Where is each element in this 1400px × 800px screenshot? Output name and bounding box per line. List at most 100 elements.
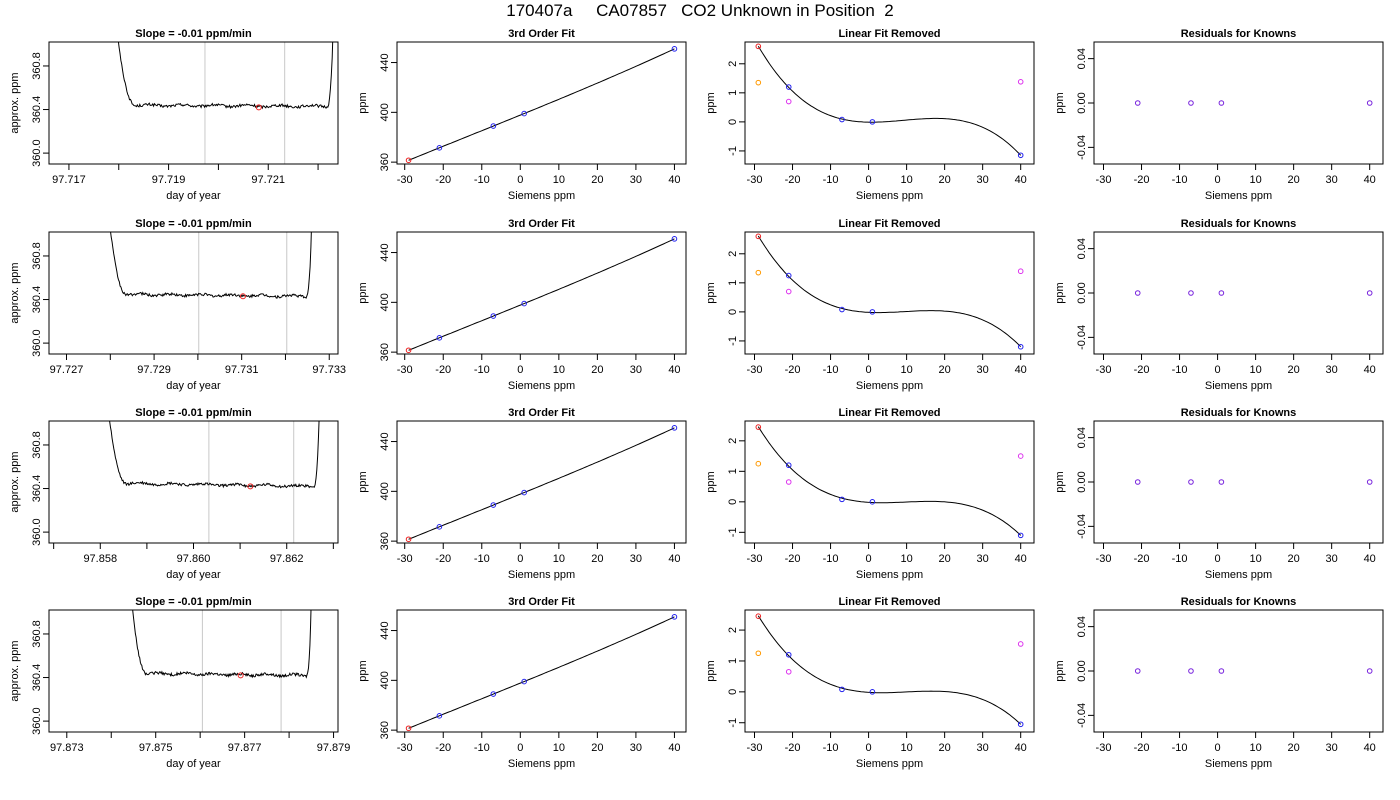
- y-tick-label: 400: [379, 103, 391, 121]
- x-tick-label: 30: [977, 174, 989, 186]
- chart-title: Linear Fit Removed: [838, 407, 940, 419]
- x-tick-label: -20: [1134, 364, 1150, 376]
- y-axis-label: ppm: [1054, 282, 1066, 303]
- x-tick-label: -20: [785, 174, 801, 186]
- x-tick-label: 40: [1015, 553, 1027, 565]
- fit-curve-line: [757, 426, 1022, 536]
- data-point-orange: [755, 79, 762, 86]
- x-tick-label: 20: [591, 364, 603, 376]
- x-tick-label: 20: [1288, 553, 1300, 565]
- x-axis-label: Siemens ppm: [1205, 569, 1272, 581]
- data-point-purple: [1218, 290, 1225, 296]
- x-tick-label: 97.719: [152, 174, 186, 186]
- x-tick-label: 97.733: [312, 364, 346, 376]
- x-axis-label: Siemens ppm: [508, 190, 575, 202]
- x-tick-label: -10: [1172, 364, 1188, 376]
- plot-frame: [48, 41, 339, 165]
- data-point-blue: [671, 425, 678, 431]
- data-point-red: [405, 157, 412, 164]
- x-tick-label: 30: [630, 553, 642, 565]
- data-point-blue: [436, 145, 443, 151]
- data-point-blue: [521, 489, 527, 496]
- y-axis-label: ppm: [357, 282, 369, 303]
- y-tick-label: 440: [379, 432, 391, 450]
- data-point-purple: [1366, 100, 1373, 106]
- x-tick-label: 0: [866, 553, 872, 565]
- data-point-purple: [1188, 668, 1194, 674]
- y-tick-label: 0.04: [1076, 238, 1088, 259]
- y-axis-label: ppm: [1054, 660, 1066, 681]
- plot-area: [117, 42, 334, 164]
- x-tick-label: 20: [939, 174, 951, 186]
- chart-title: Residuals for Knowns: [1181, 218, 1297, 230]
- chart-panel-timeseries-row-4: Slope = -0.01 ppm/min 97.873 97.875 97.877 9…: [9, 596, 350, 770]
- plot-frame: [1093, 231, 1384, 355]
- data-point-purple: [1134, 290, 1141, 296]
- x-tick-label: 97.860: [177, 553, 211, 565]
- x-tick-label: -10: [474, 174, 490, 186]
- x-tick-label: 97.727: [50, 364, 84, 376]
- x-tick-label: -30: [397, 174, 413, 186]
- x-tick-label: 10: [553, 742, 565, 754]
- y-tick-label: 1: [727, 280, 739, 286]
- x-tick-label: 97.721: [251, 174, 285, 186]
- data-point-magenta: [785, 479, 792, 485]
- x-axis-label: day of year: [166, 380, 221, 392]
- plot-area: [1134, 479, 1373, 485]
- ppm-trace-line: [109, 421, 320, 489]
- x-tick-label: -30: [1096, 553, 1112, 565]
- data-point-purple: [1134, 479, 1141, 485]
- y-tick-label: -0.04: [1076, 703, 1088, 728]
- x-tick-label: 0: [517, 742, 523, 754]
- x-axis-label: Siemens ppm: [508, 758, 575, 770]
- x-tick-label: 10: [900, 742, 912, 754]
- y-tick-label: 440: [379, 621, 391, 639]
- data-point-blue: [490, 502, 497, 508]
- chart-title: Slope = -0.01 ppm/min: [135, 218, 252, 230]
- y-axis-label: ppm: [705, 660, 717, 681]
- x-tick-label: 30: [1326, 364, 1338, 376]
- data-point-blue: [839, 306, 845, 313]
- x-tick-label: 0: [1215, 553, 1221, 565]
- y-tick-label: 1: [727, 468, 739, 474]
- y-axis-label: ppm: [357, 660, 369, 681]
- x-tick-label: -30: [747, 364, 763, 376]
- plot-area: [1134, 668, 1373, 674]
- y-axis-label: ppm: [705, 282, 717, 303]
- x-tick-label: 20: [1288, 174, 1300, 186]
- plot-frame: [744, 609, 1035, 733]
- x-tick-label: -20: [1134, 742, 1150, 754]
- y-tick-label: -0.04: [1076, 135, 1088, 160]
- x-tick-label: 40: [1364, 742, 1376, 754]
- chart-title: Residuals for Knowns: [1181, 407, 1297, 419]
- plot-area: [755, 613, 1024, 728]
- plot-frame: [48, 609, 339, 733]
- x-tick-label: -30: [397, 553, 413, 565]
- mean-point-marker: [255, 104, 262, 111]
- data-point-magenta: [1017, 641, 1024, 647]
- x-tick-label: 40: [668, 174, 680, 186]
- x-tick-label: 30: [1326, 174, 1338, 186]
- y-tick-label: -0.04: [1076, 514, 1088, 539]
- data-point-blue: [1017, 152, 1024, 159]
- x-tick-label: -30: [1096, 364, 1112, 376]
- chart-title: Residuals for Knowns: [1181, 596, 1297, 608]
- mean-point-marker: [239, 293, 246, 300]
- x-tick-label: 30: [977, 553, 989, 565]
- y-tick-label: 400: [379, 671, 391, 689]
- mean-point-marker: [237, 672, 244, 679]
- plot-area: [132, 610, 312, 732]
- y-tick-label: 0.00: [1076, 471, 1088, 492]
- chart-title: 3rd Order Fit: [508, 596, 575, 608]
- y-axis-label: approx. ppm: [9, 451, 21, 512]
- y-tick-label: -0.04: [1076, 325, 1088, 350]
- data-point-blue: [490, 691, 497, 697]
- chart-title: Slope = -0.01 ppm/min: [135, 407, 252, 419]
- data-point-purple: [1188, 100, 1194, 106]
- y-tick-label: 2: [727, 627, 739, 633]
- y-tick-label: 400: [379, 293, 391, 311]
- x-axis-label: Siemens ppm: [1205, 190, 1272, 202]
- plot-area: [110, 232, 312, 354]
- chart-title: Linear Fit Removed: [838, 218, 940, 230]
- y-axis-label: approx. ppm: [9, 640, 21, 701]
